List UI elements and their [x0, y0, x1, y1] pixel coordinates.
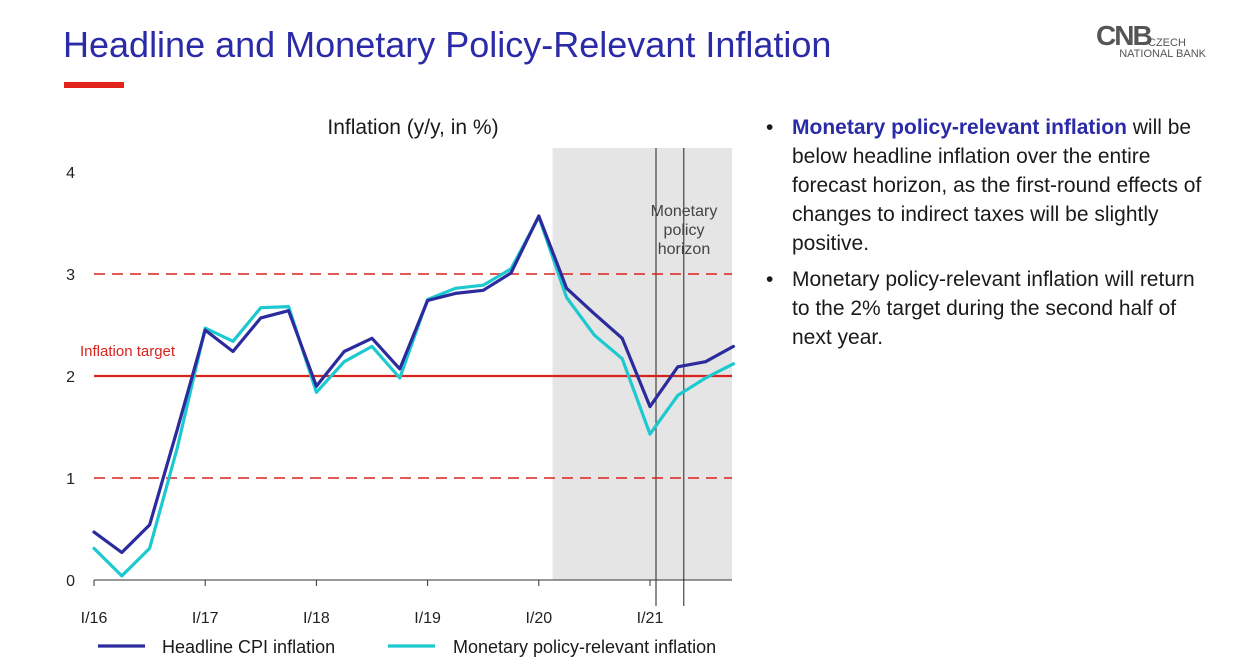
policy-horizon-label: horizon — [658, 241, 710, 258]
y-tick-label: 3 — [66, 267, 75, 284]
cnb-logo: CNB CZECH NATIONAL BANK — [1096, 20, 1208, 64]
headline-cpi-series-line — [92, 214, 736, 555]
policy-horizon-label: Monetary — [651, 203, 718, 220]
bullet-1-text: will be below headline inflation over th… — [792, 116, 1202, 255]
y-tick-label: 2 — [66, 369, 75, 386]
logo-text: CZECH NATIONAL BANK — [1114, 38, 1206, 60]
title-accent-bar — [64, 82, 124, 88]
forecast-shading — [552, 148, 732, 580]
x-tick-label: I/20 — [525, 610, 552, 627]
policy-horizon-label: policy — [664, 222, 705, 239]
y-tick-label: 1 — [66, 471, 75, 488]
bullet-1-highlight: Monetary policy-relevant inflation — [792, 116, 1127, 139]
page-title: Headline and Monetary Policy-Relevant In… — [63, 24, 832, 65]
x-tick-label: I/21 — [637, 610, 664, 627]
x-tick-label: I/18 — [303, 610, 330, 627]
logo-line-2: NATIONAL BANK — [1119, 48, 1206, 60]
bullet-2-text: Monetary policy-relevant inflation will … — [792, 268, 1195, 349]
legend-label-headline: Headline CPI inflation — [162, 637, 335, 657]
bullet-item-2: • Monetary policy-relevant inflation wil… — [766, 265, 1216, 352]
x-tick-label: I/16 — [81, 610, 108, 627]
y-tick-label: 4 — [66, 165, 75, 182]
chart-title: Inflation (y/y, in %) — [327, 116, 498, 139]
logo-line-1: CZECH — [1148, 37, 1186, 49]
inflation-chart: Monetary policy horizon Inflation target 0 1 2… — [66, 116, 736, 657]
legend-label-policy-relevant: Monetary policy-relevant inflation — [453, 637, 716, 657]
logo-mark: CNB — [1096, 20, 1153, 51]
bullet-dot: • — [766, 116, 774, 139]
bullet-item-1: • Monetary policy-relevant inflation wil… — [766, 113, 1216, 258]
x-tick-label: I/17 — [192, 610, 219, 627]
x-tick-label: I/19 — [414, 610, 441, 627]
bullet-dot: • — [766, 268, 774, 291]
bullet-list: • Monetary policy-relevant inflation wil… — [766, 113, 1216, 359]
inflation-target-label: Inflation target — [80, 343, 176, 360]
y-tick-label: 0 — [66, 573, 75, 590]
